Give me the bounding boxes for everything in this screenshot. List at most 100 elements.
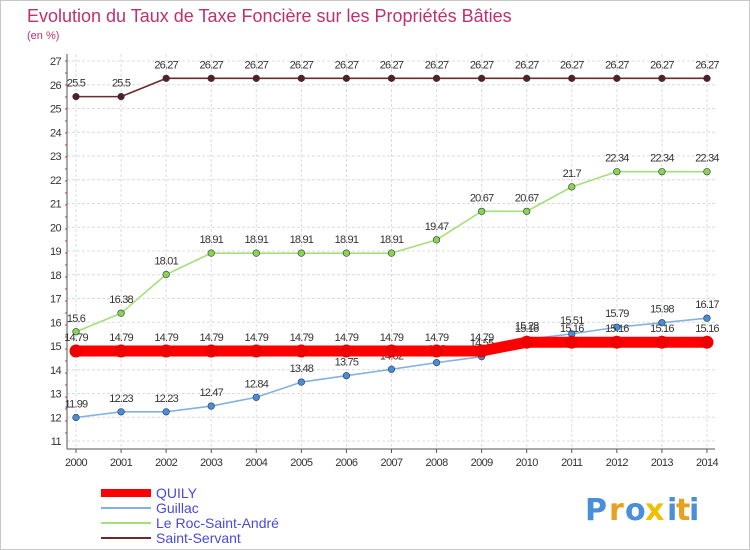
- data-point: [568, 74, 576, 82]
- data-point: [72, 328, 80, 336]
- data-point: [478, 207, 486, 215]
- data-point: [117, 408, 125, 416]
- data-label: 15.51: [560, 315, 584, 327]
- data-label: 13.48: [290, 363, 314, 375]
- data-point: [249, 344, 263, 358]
- data-label: 14.79: [380, 332, 404, 344]
- x-tick-label: 2010: [516, 457, 539, 469]
- y-tick-label: 11: [51, 436, 62, 448]
- y-tick-label: 26: [50, 80, 62, 92]
- unit-label: (en %): [27, 30, 59, 42]
- legend-label: QUILY: [156, 485, 198, 501]
- data-label: 14.79: [470, 332, 494, 344]
- data-label: 20.67: [470, 192, 494, 204]
- data-point: [478, 74, 486, 82]
- data-label: 15.28: [515, 320, 539, 332]
- data-label: 19.47: [425, 221, 449, 233]
- data-label: 15.16: [560, 323, 584, 335]
- data-point: [655, 335, 669, 349]
- axes: 11 12 13 14 15 16 17 18 19 20 21 22 23 24 25 26 27 2000 20…: [50, 54, 719, 469]
- data-label: 15.79: [605, 308, 629, 320]
- data-label: 14.79: [425, 332, 449, 344]
- data-label: 20.67: [515, 192, 539, 204]
- data-point: [610, 335, 624, 349]
- logo-letter: t: [676, 493, 690, 528]
- data-point: [475, 344, 489, 358]
- legend-label: Le Roc-Saint-André: [156, 515, 279, 531]
- data-point: [252, 74, 260, 82]
- data-point: [342, 372, 351, 380]
- data-point: [72, 413, 80, 422]
- data-point: [703, 74, 711, 82]
- data-point: [430, 344, 444, 358]
- y-tick-label: 19: [50, 246, 62, 258]
- data-point: [69, 344, 83, 358]
- data-label: 26.27: [650, 59, 674, 71]
- data-label: 12.47: [199, 387, 223, 399]
- data-label: 16.38: [109, 294, 133, 306]
- data-point: [342, 249, 351, 257]
- data-point: [523, 74, 531, 82]
- data-point: [658, 74, 666, 82]
- x-tick-label: 2007: [380, 457, 403, 469]
- x-tick-label: 2014: [696, 457, 719, 469]
- data-point: [520, 335, 534, 349]
- data-point: [613, 74, 621, 82]
- data-label: 22.34: [605, 153, 629, 165]
- series-layer: 25.5 25.5 26.27 26.27 26.27 26.27 26.27 26.27 26…: [64, 59, 720, 422]
- x-tick-label: 2000: [65, 457, 88, 469]
- data-point: [339, 344, 353, 358]
- legend-label: Saint-Servant: [156, 530, 241, 546]
- series-le-roc-saint-andr-: 15.6 16.38 18.01 18.91 18.91 18.91 18.91 18.91 1…: [67, 153, 720, 336]
- logo-letter: r: [609, 493, 624, 528]
- logo-letter: i: [689, 493, 699, 528]
- legend-label: Guillac: [156, 500, 199, 516]
- logo-letter: P: [585, 493, 607, 528]
- data-point: [294, 344, 308, 358]
- data-point: [613, 323, 621, 331]
- data-point: [114, 344, 128, 358]
- x-tick-label: 2001: [110, 457, 133, 469]
- data-point: [703, 168, 711, 176]
- data-label: 11.99: [65, 398, 88, 410]
- data-point: [387, 365, 396, 373]
- data-label: 16.17: [695, 299, 719, 311]
- y-tick-label: 21: [50, 199, 62, 211]
- data-label: 14.79: [199, 332, 223, 344]
- data-label: 18.91: [290, 234, 314, 246]
- data-label: 25.5: [112, 78, 131, 90]
- x-tick-label: 2002: [155, 457, 178, 469]
- data-label: 15.16: [515, 323, 539, 335]
- x-tick-label: 2013: [651, 457, 674, 469]
- data-point: [297, 378, 305, 386]
- data-label: 14.79: [154, 332, 178, 344]
- data-label: 18.91: [335, 234, 359, 246]
- y-tick-label: 17: [50, 294, 62, 306]
- data-point: [204, 344, 218, 358]
- y-tick-label: 12: [50, 412, 62, 424]
- y-tick-label: 24: [50, 127, 62, 139]
- data-label: 26.27: [470, 59, 494, 71]
- data-point: [162, 74, 170, 82]
- logo-letter: o: [625, 493, 646, 528]
- data-label: 15.6: [67, 313, 86, 325]
- y-tick-label: 13: [50, 389, 62, 401]
- y-tick-label: 14: [50, 365, 62, 377]
- data-label: 14.79: [290, 332, 314, 344]
- data-label: 18.91: [380, 234, 404, 246]
- data-label: 26.27: [199, 59, 223, 71]
- data-point: [162, 270, 170, 279]
- data-label: 15.98: [650, 304, 674, 316]
- data-point: [342, 74, 351, 82]
- data-point: [384, 344, 398, 358]
- y-tick-label: 20: [50, 222, 62, 234]
- series-guillac: 11.9912.2312.2312.4712.8413.4813.7514.02…: [65, 299, 720, 422]
- data-label: 25.5: [67, 78, 86, 90]
- data-label: 13.75: [335, 357, 359, 369]
- data-label: 15.16: [650, 323, 674, 335]
- data-point: [297, 249, 305, 257]
- series-quily: 14.79 14.79 14.79 14.79 14.79 14.79 14.79 14.79…: [64, 323, 720, 358]
- data-point: [613, 168, 621, 176]
- data-label: 26.27: [290, 59, 314, 71]
